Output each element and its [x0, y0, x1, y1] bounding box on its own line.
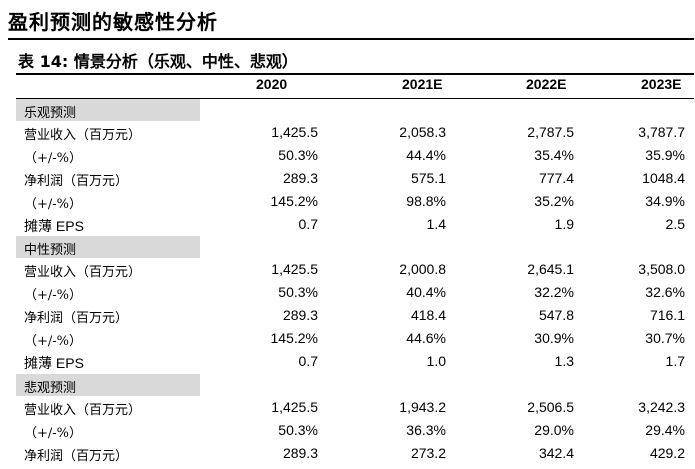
table-row: （+/-%） 145.2% 98.8% 35.2% 34.9%: [0, 191, 695, 213]
table-row: 净利润（百万元） 289.3 418.4 547.8 716.1: [0, 305, 695, 327]
table-title-number: 14:: [39, 52, 69, 71]
cell-value: 418.4: [410, 307, 446, 324]
row-label: 净利润（百万元）: [24, 311, 129, 327]
cell-value: 35.2%: [534, 192, 574, 209]
cell-value: 289.3: [282, 444, 318, 461]
cell-value: 289.3: [282, 307, 318, 324]
cell-value: 0.7: [298, 215, 318, 232]
cell-value: 2,645.1: [527, 261, 574, 278]
cell-value: 547.8: [538, 307, 574, 324]
table-row: 摊薄 EPS 0.7 1.0 1.3 1.7: [0, 351, 695, 373]
cell-value: 35.9%: [645, 146, 685, 163]
page-title: 盈利预测的敏感性分析: [8, 10, 218, 34]
cell-value: 34.9%: [645, 192, 685, 209]
row-label: （+/-%）: [24, 425, 83, 441]
cell-value: 2,506.5: [527, 398, 574, 415]
table-row: 营业收入（百万元） 1,425.5 1,943.2 2,506.5 3,242.3: [0, 397, 695, 419]
row-label: 营业收入（百万元）: [24, 402, 142, 418]
cell-value: 145.2%: [270, 330, 318, 346]
cell-value: 289.3: [282, 169, 318, 186]
cell-value: 2.5: [665, 215, 685, 232]
cell-value: 44.4%: [406, 146, 446, 163]
cell-value: 3,787.7: [638, 123, 685, 140]
cell-value: 1,943.2: [399, 398, 446, 415]
table-title: 表 14: 情景分析（乐观、中性、悲观）: [18, 48, 298, 72]
column-header-2022e: 2022E: [526, 76, 567, 92]
cell-value: 2,000.8: [399, 261, 446, 278]
cell-value: 0.7: [298, 352, 318, 369]
column-header-2021e: 2021E: [402, 76, 443, 92]
section-header-band: [16, 236, 200, 259]
row-label: （+/-%）: [24, 196, 83, 212]
cell-value: 1,425.5: [271, 123, 318, 140]
cell-value: 29.0%: [534, 421, 574, 438]
cell-value: 2,058.3: [399, 123, 446, 140]
table-row: （+/-%） 145.2% 44.6% 30.9% 30.7%: [0, 328, 695, 350]
cell-value: 30.7%: [645, 330, 685, 346]
cell-value: 3,242.3: [638, 398, 685, 415]
cell-value: 1.0: [426, 352, 446, 369]
cell-value: 44.6%: [406, 330, 446, 346]
cell-value: 1.3: [554, 352, 574, 369]
cell-value: 1048.4: [642, 169, 685, 186]
cell-value: 2,787.5: [527, 123, 574, 140]
cell-value: 1,425.5: [271, 261, 318, 278]
section-label: 悲观预测: [24, 380, 77, 396]
cell-value: 35.4%: [534, 146, 574, 163]
column-header-2023e: 2023E: [641, 76, 682, 92]
cell-value: 29.4%: [645, 421, 685, 438]
table-row: 摊薄 EPS 0.7 1.4 1.9 2.5: [0, 214, 695, 236]
cell-value: 36.3%: [406, 421, 446, 438]
table-row: 净利润（百万元） 289.3 273.2 342.4 429.2: [0, 443, 695, 465]
cell-value: 273.2: [410, 444, 446, 461]
cell-value: 1.4: [426, 215, 446, 232]
section-label: 中性预测: [24, 243, 77, 259]
cell-value: 32.2%: [534, 284, 574, 301]
cell-value: 50.3%: [278, 146, 318, 163]
cell-value: 50.3%: [278, 284, 318, 301]
cell-value: 98.8%: [406, 192, 446, 209]
cell-value: 777.4: [538, 169, 574, 186]
section-header-band: [16, 373, 200, 396]
cell-value: 145.2%: [270, 192, 318, 209]
table-header-rule: [16, 98, 694, 99]
cell-value: 342.4: [538, 444, 574, 461]
table-title-prefix: 表: [18, 52, 35, 71]
cell-value: 30.9%: [534, 330, 574, 346]
cell-value: 575.1: [410, 169, 446, 186]
column-header-2020: 2020: [256, 76, 288, 92]
title-divider: [8, 38, 694, 40]
cell-value: 1,425.5: [271, 398, 318, 415]
table-top-rule: [16, 73, 694, 75]
section-label: 乐观预测: [24, 106, 77, 121]
row-label: （+/-%）: [24, 150, 83, 166]
row-label: 营业收入（百万元）: [24, 127, 142, 143]
table-row: 净利润（百万元） 289.3 575.1 777.4 1048.4: [0, 168, 695, 190]
row-label: 净利润（百万元）: [24, 448, 129, 464]
table-row: （+/-%） 50.3% 44.4% 35.4% 35.9%: [0, 145, 695, 167]
row-label: 摊薄 EPS: [24, 217, 84, 234]
row-label: （+/-%）: [24, 288, 83, 304]
table-row: （+/-%） 50.3% 40.4% 32.2% 32.6%: [0, 282, 695, 304]
section-header-band: [16, 99, 200, 121]
cell-value: 1.7: [665, 352, 685, 369]
table-header-row: 2020 2021E 2022E 2023E: [0, 76, 695, 98]
table-row: 营业收入（百万元） 1,425.5 2,000.8 2,645.1 3,508.0: [0, 259, 695, 281]
cell-value: 1.9: [554, 215, 574, 232]
cell-value: 32.6%: [645, 284, 685, 301]
cell-value: 429.2: [649, 444, 685, 461]
row-label: 摊薄 EPS: [24, 354, 84, 371]
cell-value: 50.3%: [278, 421, 318, 438]
table-row: （+/-%） 50.3% 36.3% 29.0% 29.4%: [0, 420, 695, 442]
cell-value: 40.4%: [406, 284, 446, 301]
cell-value: 3,508.0: [638, 261, 685, 278]
row-label: 营业收入（百万元）: [24, 265, 142, 281]
row-label: （+/-%）: [24, 334, 83, 349]
row-label: 净利润（百万元）: [24, 173, 129, 189]
table-title-text: 情景分析（乐观、中性、悲观）: [73, 52, 298, 71]
table-row: 营业收入（百万元） 1,425.5 2,058.3 2,787.5 3,787.7: [0, 122, 695, 144]
cell-value: 716.1: [649, 307, 685, 324]
